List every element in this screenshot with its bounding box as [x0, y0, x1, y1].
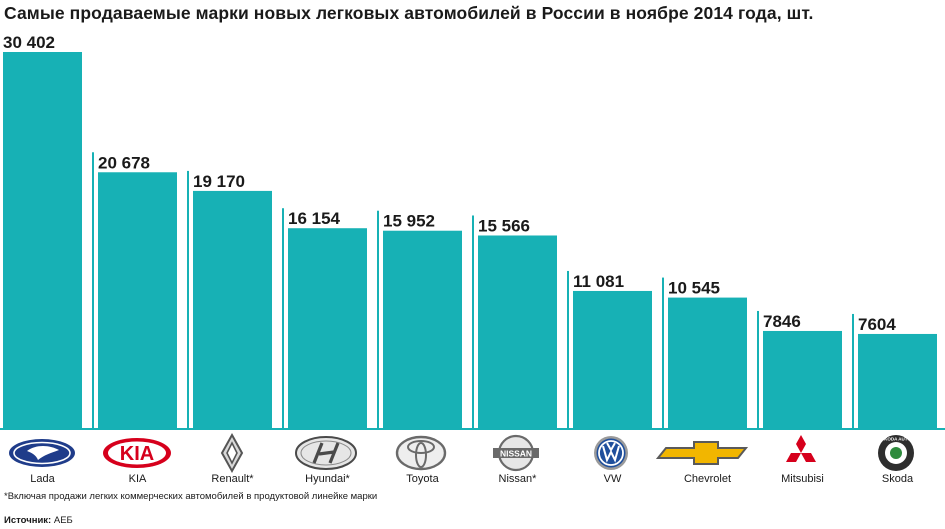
- source-name: АЕБ: [53, 515, 73, 526]
- renault-logo-icon: [220, 432, 244, 474]
- label-guide-nissan: [472, 215, 474, 428]
- label-guide-hyundai: [282, 208, 284, 428]
- brand-name-kia: KIA: [129, 473, 147, 485]
- brand-names-layer: Lada KIA Renault* Hyundai* Toyota Nissan* VW Ch…: [30, 473, 914, 485]
- bar-chevrolet: [668, 297, 747, 428]
- bar-toyota: [383, 230, 462, 428]
- label-guide-kia: [92, 152, 94, 428]
- kia-logo-text: KIA: [120, 443, 154, 465]
- bar-mitsubisi: [763, 330, 842, 428]
- bar-hyundai: [288, 228, 367, 428]
- brand-name-mitsubisi: Mitsubisi: [781, 473, 824, 485]
- source-line: Источник: АЕБ: [4, 515, 73, 526]
- nissan-logo-text: NISSAN: [500, 449, 532, 459]
- value-label-chevrolet: 10 545: [668, 279, 720, 298]
- chart-title: Самые продаваемые марки новых легковых а…: [4, 3, 814, 23]
- label-guide-mitsubisi: [757, 310, 759, 428]
- label-guide-skoda: [852, 313, 854, 428]
- logos-layer: KIA NISSAN: [9, 432, 914, 474]
- bar-renault: [193, 190, 272, 428]
- hyundai-logo-icon: [295, 436, 357, 470]
- value-label-mitsubisi: 7846: [763, 312, 801, 331]
- brand-name-skoda: Skoda: [882, 473, 914, 485]
- skoda-logo-icon: ŠKODA AUTO: [878, 435, 914, 471]
- bar-chart: 30 402 20 678 19 170 16 154 15 952 15 566 11 0…: [0, 33, 945, 485]
- bars-layer: [3, 52, 937, 428]
- brand-name-vw: VW: [604, 473, 622, 485]
- mitsubishi-logo-icon: [786, 435, 816, 462]
- label-guide-chevrolet: [662, 277, 664, 428]
- lada-logo-icon: [9, 439, 75, 467]
- footnote: *Включая продажи легких коммерческих авт…: [4, 491, 378, 502]
- source-label: Источник:: [4, 515, 52, 526]
- nissan-logo-icon: NISSAN: [493, 434, 539, 472]
- value-label-skoda: 7604: [858, 315, 896, 334]
- kia-logo-icon: KIA: [103, 438, 171, 468]
- value-label-hyundai: 16 154: [288, 209, 341, 228]
- brand-name-renault: Renault*: [211, 473, 254, 485]
- brand-name-nissan: Nissan*: [499, 473, 538, 485]
- label-guide-toyota: [377, 210, 379, 428]
- value-label-toyota: 15 952: [383, 212, 435, 231]
- label-guide-vw: [567, 270, 569, 428]
- value-labels-layer: 30 402 20 678 19 170 16 154 15 952 15 566 11 0…: [3, 33, 896, 334]
- bar-nissan: [478, 235, 557, 428]
- bar-lada: [3, 52, 82, 428]
- toyota-logo-icon: [395, 435, 447, 471]
- skoda-logo-text: ŠKODA AUTO: [881, 435, 911, 442]
- brand-name-chevrolet: Chevrolet: [684, 473, 731, 485]
- chevrolet-logo-icon: [655, 441, 749, 465]
- vw-logo-icon: [594, 436, 628, 470]
- value-label-vw: 11 081: [573, 272, 624, 291]
- brand-name-lada: Lada: [30, 473, 55, 485]
- value-label-kia: 20 678: [98, 153, 150, 172]
- value-label-nissan: 15 566: [478, 216, 530, 235]
- value-label-lada: 30 402: [3, 33, 55, 52]
- value-label-renault: 19 170: [193, 172, 245, 191]
- bar-kia: [98, 172, 177, 428]
- label-guide-renault: [187, 170, 189, 428]
- brand-name-hyundai: Hyundai*: [305, 473, 350, 485]
- brand-name-toyota: Toyota: [406, 473, 439, 485]
- bar-vw: [573, 290, 652, 428]
- bar-skoda: [858, 333, 937, 428]
